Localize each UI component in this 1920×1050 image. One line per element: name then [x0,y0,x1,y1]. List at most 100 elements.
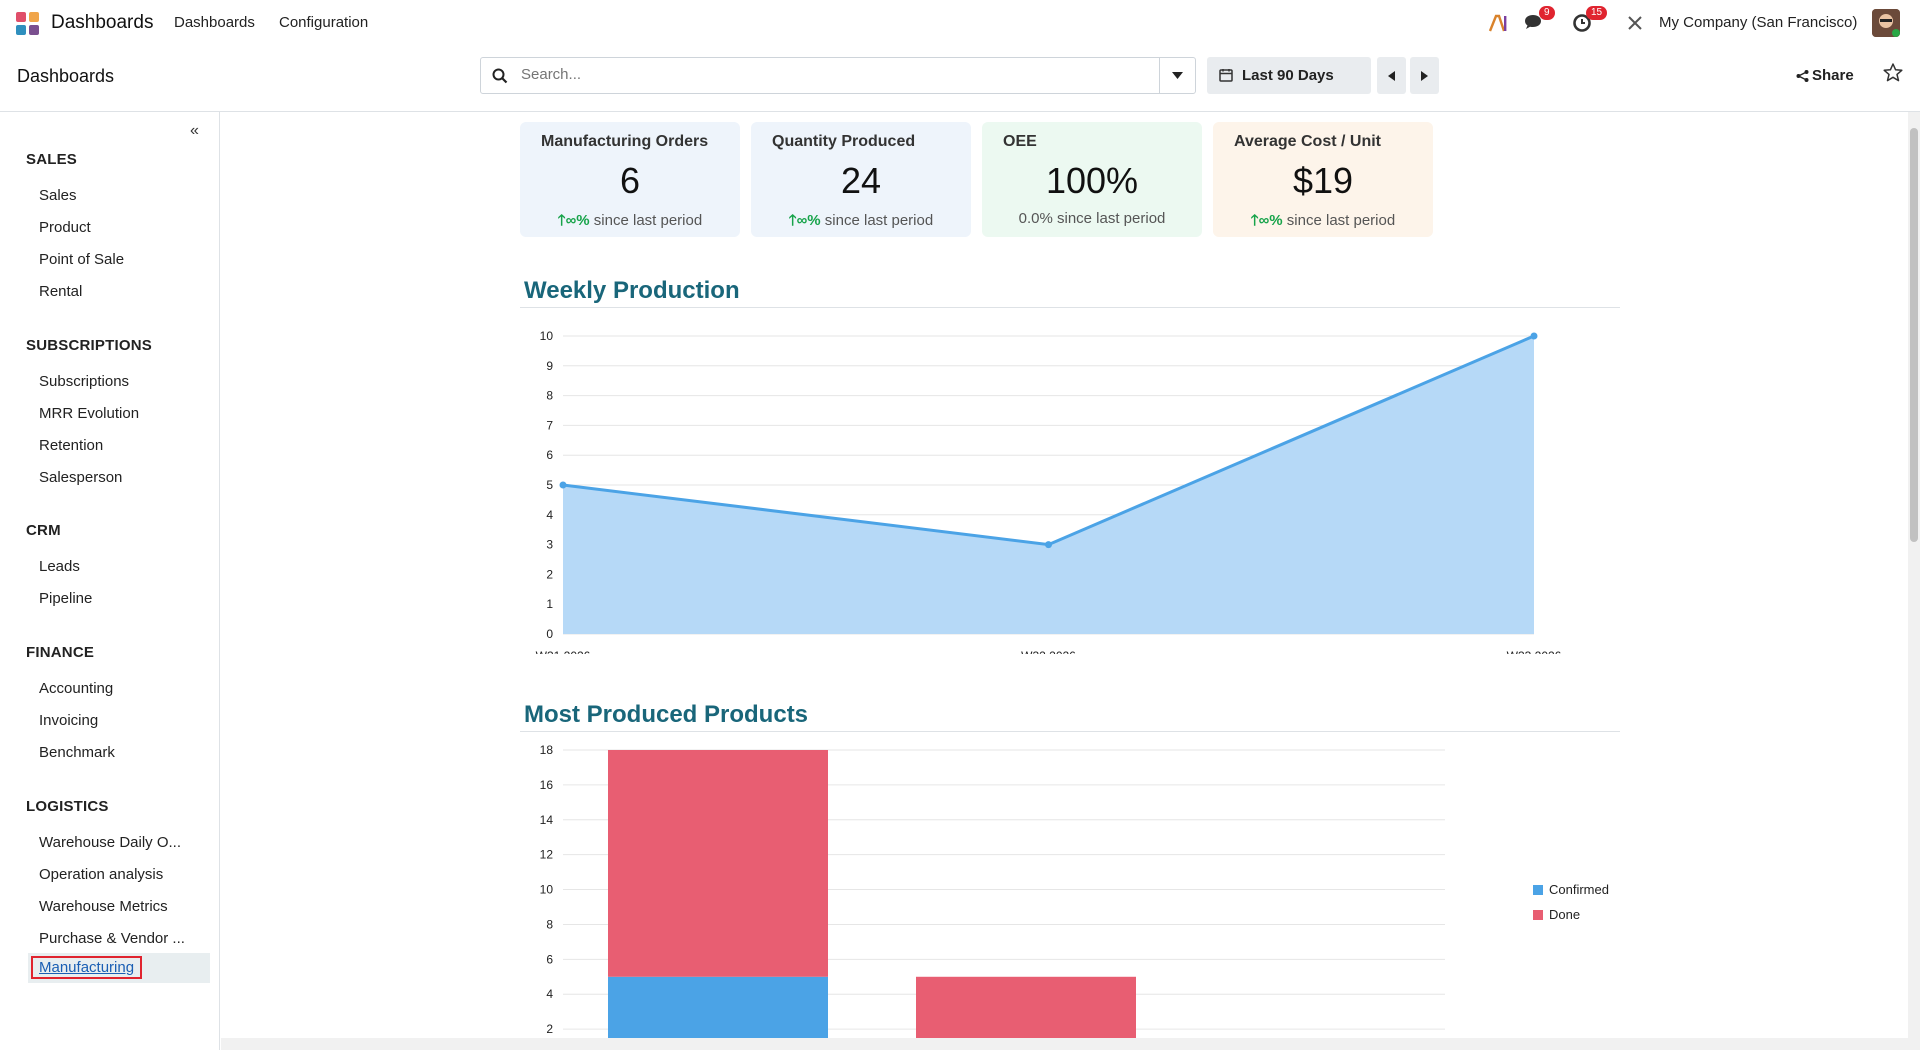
kpi-title: Quantity Produced [772,133,916,150]
caret-left-icon [1388,71,1395,81]
favorite-star-icon[interactable] [1883,63,1903,82]
sidebar-item-purchase-vendor[interactable]: Purchase & Vendor ... [39,930,185,947]
kpi-card-oee[interactable]: OEE 100% 0.0% since last period [982,122,1202,237]
series-area [563,336,1534,634]
sidebar-item-point-of-sale[interactable]: Point of Sale [39,251,125,268]
section-divider [520,731,1620,732]
sidebar-item-pipeline[interactable]: Pipeline [39,590,93,607]
next-period-button[interactable] [1410,57,1439,94]
caret-down-icon [1172,72,1183,79]
kpi-delta-text: since last period [1056,210,1166,227]
share-icon [1796,70,1809,82]
kpi-delta-value: ∞% [565,212,590,229]
kpi-title: Average Cost / Unit [1234,133,1381,150]
legend-label-confirmed: Confirmed [1549,882,1609,897]
section-logistics: LOGISTICS [26,798,109,815]
kpi-value: 6 [619,160,641,201]
previous-period-button[interactable] [1377,57,1406,94]
sidebar-item-leads[interactable]: Leads [39,558,80,575]
sidebar-item-warehouse-daily[interactable]: Warehouse Daily O... [39,834,181,851]
x-tick-label-0: W31 2026 [536,649,591,654]
search-icon [492,68,508,84]
search-bar[interactable] [480,57,1196,94]
sidebar-item-warehouse-metrics[interactable]: Warehouse Metrics [39,898,168,915]
collapse-sidebar-icon[interactable]: « [190,122,199,139]
y-tick-label-0: 0 [546,627,553,641]
user-avatar[interactable] [1872,9,1900,37]
sidebar-item-subscriptions[interactable]: Subscriptions [39,373,130,390]
sidebar-item-operation-analysis[interactable]: Operation analysis [39,866,164,883]
y-tick-label-0: 2 [546,1022,553,1036]
breadcrumb: Dashboards [17,66,115,86]
date-range-label: Last 90 Days [1242,67,1334,84]
y-tick-label-4: 10 [540,883,554,897]
arrow-up-icon: 🡑 [1250,212,1259,229]
y-tick-label-1: 4 [546,987,553,1001]
top-navbar: Dashboards Dashboards Configuration 9 15… [0,0,1920,46]
app-name[interactable]: Dashboards [51,12,154,33]
x-tick-label-1: W32 2026 [1021,649,1076,654]
app-grid-icon[interactable] [16,12,40,36]
share-button[interactable]: Share [1796,67,1854,84]
kpi-delta-text: since last period [824,212,934,229]
scrollbar-thumb[interactable] [1910,128,1918,542]
y-tick-label-2: 6 [546,952,553,966]
data-point-2 [1530,332,1538,340]
y-tick-label-5: 5 [546,478,553,492]
menu-dashboards[interactable]: Dashboards [174,14,255,31]
y-tick-label-9: 9 [546,359,553,373]
kpi-delta: 🡑∞% since last period [520,210,740,235]
legend-swatch-confirmed [1533,885,1543,895]
sidebar-item-manufacturing[interactable]: Manufacturing [28,953,210,983]
sidebar-item-product[interactable]: Product [39,219,91,236]
search-input[interactable] [521,66,1121,83]
sidebar-item-accounting[interactable]: Accounting [39,680,114,697]
share-label: Share [1812,67,1854,84]
vertical-scrollbar[interactable] [1908,112,1920,1050]
weekly-production-title: Weekly Production [524,277,740,304]
horizontal-scrollbar[interactable] [221,1038,1908,1050]
date-range-button[interactable]: Last 90 Days [1207,57,1371,94]
y-tick-label-3: 8 [546,917,553,931]
y-tick-label-8: 8 [546,389,553,403]
kpi-delta-text: since last period [593,212,703,229]
sidebar-item-mrr-evolution[interactable]: MRR Evolution [39,405,140,422]
section-subscriptions: SUBSCRIPTIONS [26,337,152,354]
caret-right-icon [1421,71,1428,81]
dashboard-sidebar: « SALES Sales Product Point of Sale Rent… [0,112,220,1050]
weekly-production-chart: 0 1 2 3 4 5 6 7 8 9 10 W31 2026 W32 2026 W33 2026 [536,329,1562,654]
kpi-delta-text: since last period [1286,212,1396,229]
legend-label-done: Done [1549,907,1580,922]
kpi-card-quantity-produced[interactable]: Quantity Produced 24 🡑∞% since last peri… [751,122,971,237]
search-options-toggle[interactable] [1159,58,1195,93]
messages-button[interactable]: 9 [1523,6,1555,36]
activities-button[interactable]: 15 [1572,6,1608,36]
kpi-card-manufacturing-orders[interactable]: Manufacturing Orders 6 🡑∞% since last pe… [520,122,740,237]
data-point-0 [559,481,567,489]
y-tick-label-3: 3 [546,538,553,552]
y-tick-label-10: 10 [540,329,554,343]
menu-configuration[interactable]: Configuration [279,14,369,31]
y-tick-label-6: 14 [540,813,554,827]
sidebar-item-invoicing[interactable]: Invoicing [39,712,99,729]
sidebar-item-retention[interactable]: Retention [39,437,104,454]
most-produced-products-title: Most Produced Products [524,701,809,728]
activities-badge: 15 [1586,6,1608,20]
y-tick-label-2: 2 [546,567,553,581]
y-tick-label-7: 7 [546,418,553,432]
debug-tools-icon[interactable] [1626,10,1644,36]
section-sales: SALES [26,151,78,168]
sidebar-item-benchmark[interactable]: Benchmark [39,744,115,761]
ai-icon[interactable] [1488,10,1508,36]
kpi-delta-value: ∞% [796,212,821,229]
kpi-delta-value: ∞% [1258,212,1283,229]
sidebar-item-salesperson[interactable]: Salesperson [39,469,123,486]
section-divider [520,307,1620,308]
sidebar-item-sales[interactable]: Sales [39,187,77,204]
kpi-value: $19 [1292,160,1354,201]
dashboard-content: Manufacturing Orders 6 🡑∞% since last pe… [221,112,1907,1038]
sidebar-item-rental[interactable]: Rental [39,283,83,300]
kpi-card-average-cost[interactable]: Average Cost / Unit $19 🡑∞% since last p… [1213,122,1433,237]
chat-icon [1525,15,1541,29]
company-switcher[interactable]: My Company (San Francisco) [1659,14,1858,31]
